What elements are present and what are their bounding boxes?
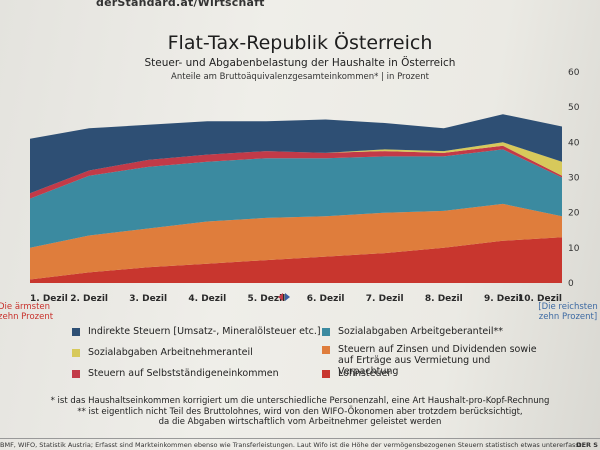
legend-label-indirekt: Indirekte Steuern [Umsatz-, Mineralölste… [88, 326, 321, 337]
legend: Indirekte Steuern [Umsatz-, Mineralölste… [72, 322, 552, 392]
x-label-dezil-8: 8. Dezil [425, 294, 463, 304]
footnote-1: * ist das Haushaltseinkommen korrigiert … [50, 396, 550, 406]
legend-item-zinsen: Steuern auf Zinsen und Dividenden sowie … [322, 344, 552, 377]
side-note-poorest: Die ärmsten zehn Prozent [0, 302, 58, 322]
legend-label-lohnsteuer: Lohnsteuer [338, 368, 392, 379]
chart-subtitle: Steuer- und Abgabenbelastung der Haushal… [144, 57, 456, 69]
legend-swatch-zinsen [322, 346, 330, 354]
x-label-dezil-2: 2. Dezil [70, 294, 108, 304]
x-label-dezil-7: 7. Dezil [366, 294, 404, 304]
legend-item-sozial-ag: Sozialabgaben Arbeitgeberanteil** [322, 326, 552, 337]
side-note-richest-line2: zehn Prozent] [538, 312, 598, 322]
x-label-dezil-6: 6. Dezil [307, 294, 345, 304]
source-text: BMF, WIFO, Statistik Austria; Erfasst si… [0, 441, 584, 449]
area-indirekt [30, 114, 562, 194]
x-label-dezil-5: 5. Dezil [247, 294, 285, 304]
x-axis-labels: 1. Dezil 2. Dezil 3. Dezil 4. Dezil 5. Dezil… [30, 294, 562, 304]
area-zinsen [30, 203, 562, 280]
x-label-dezil-3: 3. Dezil [129, 294, 167, 304]
units-note: Anteile am Bruttoäquivalenzgesamteinkomm… [171, 72, 429, 82]
side-note-poorest-line1: Die ärmsten [0, 302, 51, 312]
marker-left-triangle [278, 293, 283, 301]
legend-item-lohnsteuer: Lohnsteuer [322, 368, 552, 379]
footnotes: * ist das Haushaltseinkommen korrigiert … [0, 396, 600, 428]
x-label-dezil-4: 4. Dezil [188, 294, 226, 304]
y-tick-60: 60 [568, 68, 580, 78]
legend-swatch-selbst [72, 370, 80, 378]
legend-label-sozial-ag: Sozialabgaben Arbeitgeberanteil** [338, 326, 504, 337]
side-note-poorest-line2: zehn Prozent [0, 312, 54, 322]
marker-right-triangle [285, 293, 290, 301]
source-right-label: DER S [576, 441, 598, 449]
legend-label-zinsen: Steuern auf Zinsen und Dividenden sowie … [338, 344, 537, 377]
y-tick-20: 20 [568, 209, 580, 219]
legend-swatch-lohnsteuer [322, 370, 330, 378]
area-layers [30, 114, 562, 283]
area-lohnsteuer [30, 237, 562, 283]
legend-item-indirekt: Indirekte Steuern [Umsatz-, Mineralölste… [72, 326, 322, 337]
legend-label-sozial-an: Sozialabgaben Arbeitnehmeranteil [88, 347, 253, 358]
area-sozial_an [30, 142, 562, 194]
legend-item-selbst: Steuern auf Selbstständigeneinkommen [72, 368, 322, 379]
legend-item-sozial-an: Sozialabgaben Arbeitnehmeranteil [72, 347, 322, 358]
x-label-dezil-9: 9. Dezil [484, 294, 522, 304]
legend-label-selbst: Steuern auf Selbstständigeneinkommen [88, 368, 279, 379]
y-tick-0: 0 [568, 279, 574, 289]
y-tick-40: 40 [568, 138, 580, 148]
masthead: derStandard.at/Wirtschaft [96, 0, 265, 9]
side-note-richest-line1: [Die reichsten [538, 302, 598, 312]
source-line: BMF, WIFO, Statistik Austria; Erfasst si… [0, 438, 600, 449]
y-tick-50: 50 [568, 103, 580, 113]
legend-swatch-sozial-ag [322, 328, 330, 336]
side-note-richest: [Die reichsten zehn Prozent] [536, 302, 600, 322]
y-tick-30: 30 [568, 174, 580, 184]
area-sozial_ag [30, 149, 562, 248]
legend-swatch-sozial-an [72, 349, 80, 357]
footnote-2: ** ist eigentlich nicht Teil des Bruttol… [77, 406, 523, 417]
center-marker [278, 293, 290, 301]
x-label-dezil-10: 10. Dezil [518, 294, 562, 304]
chart-title: Flat-Tax-Republik Österreich [167, 32, 433, 54]
area-selbst [30, 145, 562, 199]
y-tick-10: 10 [568, 244, 580, 254]
footnote-3: da die Abgaben wirtschaftlich vom Arbeit… [158, 417, 442, 427]
y-axis-ticks: 0 10 20 30 40 50 60 [568, 68, 580, 289]
legend-swatch-indirekt [72, 328, 80, 336]
x-label-dezil-1: 1. Dezil [30, 294, 68, 304]
